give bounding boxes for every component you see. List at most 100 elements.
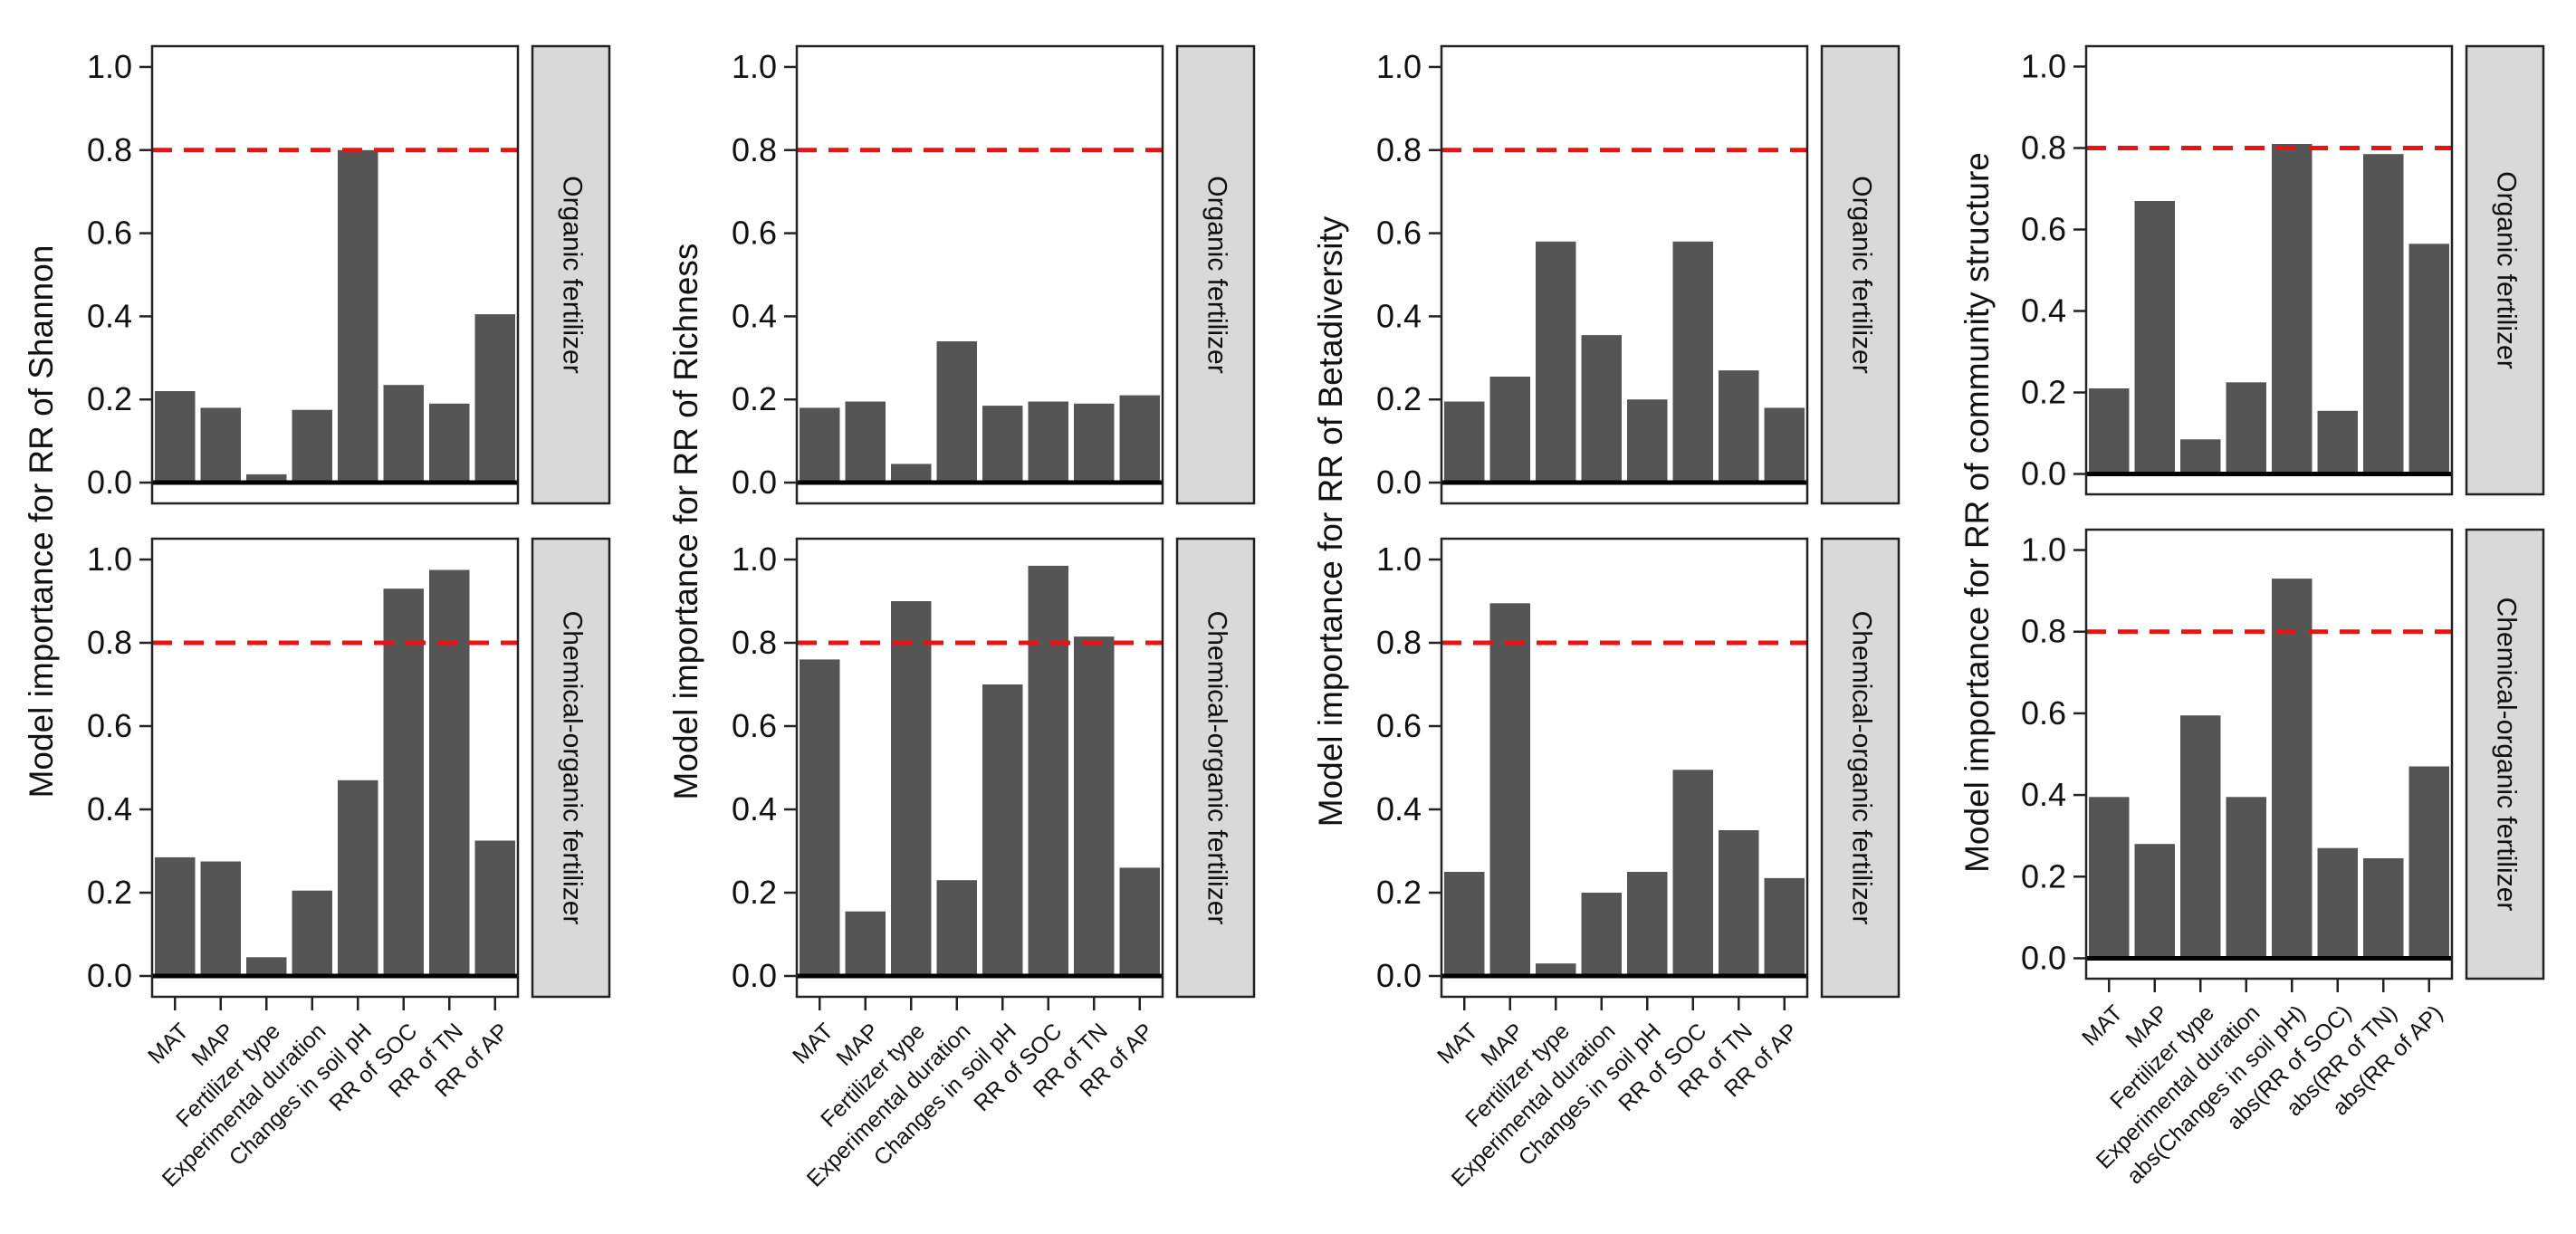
ytick-label: 1.0 xyxy=(87,48,132,85)
ytick-label: 0.4 xyxy=(2021,292,2066,330)
bar xyxy=(2317,410,2358,474)
ytick-label: 0.0 xyxy=(87,464,132,501)
bar xyxy=(292,890,332,976)
bar xyxy=(2408,766,2449,959)
bar xyxy=(338,149,378,483)
bar xyxy=(246,474,287,483)
ytick-label: 0.0 xyxy=(2021,939,2066,976)
ytick-label: 0.8 xyxy=(87,624,132,661)
facet-strip xyxy=(531,537,611,999)
panel-chemical-organic: 0.0 0.2 0.4 0.6 0.8 1.0 Chemical-organic ferti… xyxy=(87,537,611,999)
ytick-label: 0.4 xyxy=(1376,790,1422,827)
ytick-label: 0.6 xyxy=(87,215,132,252)
bar xyxy=(1764,877,1805,976)
bar xyxy=(1672,770,1713,976)
facet-strip xyxy=(531,44,611,505)
bar xyxy=(1627,872,1668,976)
bar xyxy=(2363,858,2404,959)
bar xyxy=(1119,867,1160,976)
bar xyxy=(474,314,515,483)
xtick-label: MAT xyxy=(143,1019,194,1069)
bar xyxy=(2089,797,2130,959)
bar xyxy=(1627,399,1668,483)
bar xyxy=(155,856,196,976)
facet-strip xyxy=(1175,44,1256,505)
ytick-label: 1.0 xyxy=(2021,48,2066,85)
ytick-label: 1.0 xyxy=(2021,531,2066,569)
ytick-label: 0.2 xyxy=(87,874,132,911)
facet-strip-label: Chemical-organic fertilizer xyxy=(2492,598,2522,912)
bar xyxy=(2089,388,2130,474)
bar xyxy=(891,464,932,483)
panel-organic: 0.0 0.2 0.4 0.6 0.8 1.0 Organic fertilizer xyxy=(1376,44,1901,505)
bar xyxy=(982,406,1023,483)
facet-strip xyxy=(1175,537,1256,999)
panel-organic: 0.0 0.2 0.4 0.6 0.8 1.0 Organic fertilizer xyxy=(2021,44,2545,496)
ytick-label: 0.2 xyxy=(732,380,777,417)
ytick-label: 0.2 xyxy=(2021,374,2066,411)
ytick-label: 0.2 xyxy=(1376,380,1422,417)
ytick-label: 0.0 xyxy=(732,464,777,501)
bar xyxy=(2272,579,2313,959)
ytick-label: 0.0 xyxy=(1376,464,1422,501)
ytick-label: 0.6 xyxy=(2021,694,2066,732)
bar xyxy=(891,601,932,976)
ytick-label: 1.0 xyxy=(732,540,777,578)
ytick-label: 1.0 xyxy=(732,48,777,85)
ytick-label: 0.6 xyxy=(732,215,777,252)
bar xyxy=(1074,403,1115,483)
bar xyxy=(1074,636,1115,976)
ytick-label: 0.2 xyxy=(87,380,132,417)
panel-frame xyxy=(1440,537,1809,999)
bar xyxy=(474,840,515,976)
bar xyxy=(1719,370,1759,483)
facet-strip-label: Organic fertilizer xyxy=(1847,176,1877,373)
ytick-label: 0.4 xyxy=(2021,776,2066,813)
bar xyxy=(2363,154,2404,474)
facet-strip xyxy=(1820,537,1901,999)
bar xyxy=(429,403,470,483)
bar xyxy=(200,407,241,483)
bar xyxy=(2180,715,2221,959)
ytick-label: 0.0 xyxy=(732,957,777,994)
facet-strip-label: Organic fertilizer xyxy=(558,176,588,373)
bar xyxy=(1536,241,1576,483)
ytick-label: 0.8 xyxy=(1376,131,1422,168)
bar xyxy=(845,911,886,976)
bar xyxy=(1444,401,1485,483)
panel-chemical-organic: 0.0 0.2 0.4 0.6 0.8 1.0 Chemical-organic ferti… xyxy=(732,537,1256,999)
ytick-label: 0.2 xyxy=(1376,874,1422,911)
bar xyxy=(383,385,424,483)
ytick-label: 0.8 xyxy=(2021,613,2066,650)
bar xyxy=(2180,439,2221,474)
ytick-label: 0.6 xyxy=(2021,211,2066,248)
y-axis-title: Model importance for RR of Betadiversity xyxy=(1312,215,1349,827)
bar xyxy=(1581,893,1622,976)
bar xyxy=(2272,144,2313,474)
bar xyxy=(982,684,1023,976)
facet-strip-label: Organic fertilizer xyxy=(2492,171,2522,368)
xtick-label: MAT xyxy=(2077,1000,2128,1051)
ytick-label: 0.6 xyxy=(1376,707,1422,744)
ytick-label: 0.2 xyxy=(2021,857,2066,894)
ytick-label: 1.0 xyxy=(87,540,132,578)
bar xyxy=(429,569,470,976)
ytick-label: 0.2 xyxy=(732,874,777,911)
bar xyxy=(936,880,977,976)
bar xyxy=(1444,872,1485,976)
facet-strip-label: Chemical-organic fertilizer xyxy=(1202,611,1232,925)
xtick-label: MAT xyxy=(788,1019,838,1069)
ytick-label: 1.0 xyxy=(1376,48,1422,85)
xtick-label: MAT xyxy=(1432,1019,1483,1069)
bar xyxy=(845,401,886,483)
facet-strip xyxy=(1820,44,1901,505)
ytick-label: 0.8 xyxy=(2021,129,2066,167)
facet-strip-label: Chemical-organic fertilizer xyxy=(558,611,588,925)
y-axis-title: Model importance for RR of Shannon xyxy=(23,245,60,799)
bar xyxy=(292,409,332,483)
bar xyxy=(800,407,840,483)
